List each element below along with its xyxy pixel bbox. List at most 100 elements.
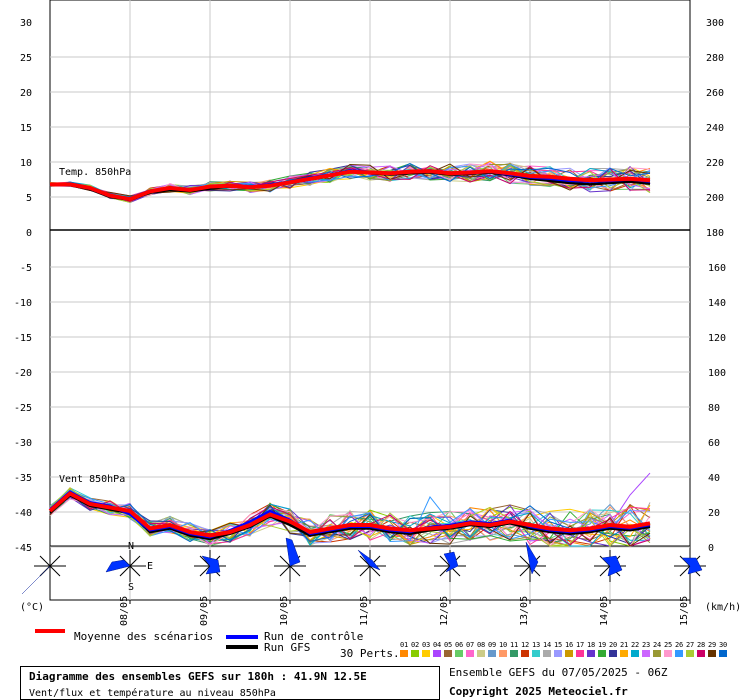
- legend-control-label: Run de contrôle: [264, 630, 364, 643]
- wind-rose: [21, 550, 66, 595]
- wind-right-tick: 20: [708, 508, 720, 519]
- legend-pert-swatch: [719, 650, 727, 657]
- wind-rose-petal: [285, 537, 301, 567]
- legend-perts-label: 30 Perts.: [340, 647, 400, 660]
- legend-pert-number: 06: [455, 641, 464, 649]
- run-info: Ensemble GEFS du 07/05/2025 - 06Z: [449, 666, 668, 679]
- legend-pert-swatch: [631, 650, 639, 657]
- temp-panel-label: Temp. 850hPa: [59, 167, 131, 178]
- temp-left-tick: 0: [26, 228, 32, 239]
- wind-left-tick: -45: [14, 543, 32, 554]
- wind-rose: [514, 541, 546, 582]
- legend-pert-number: 21: [620, 641, 629, 649]
- legend-pert-number: 27: [686, 641, 695, 649]
- temp-series-mean: [50, 169, 651, 202]
- temp-right-tick: 240: [706, 123, 724, 134]
- legend-pert-swatch: [477, 650, 485, 657]
- legend-pert-number: 13: [532, 641, 541, 649]
- wind-rose: [594, 550, 626, 582]
- legend-mean-swatch: [35, 629, 65, 633]
- wind-right-tick: 80: [708, 403, 720, 414]
- legend-pert-number: 09: [488, 641, 497, 649]
- legend-pert-number: 04: [433, 641, 442, 649]
- legend-pert-swatch: [642, 650, 650, 657]
- wind-rose: [674, 550, 706, 582]
- legend-pert-swatch: [686, 650, 694, 657]
- legend-pert-number: 26: [675, 641, 684, 649]
- temp-right-tick: 200: [706, 193, 724, 204]
- perturbation-lines: [49, 160, 651, 547]
- wind-right-tick: 40: [708, 473, 720, 484]
- legend-pert-swatch: [587, 650, 595, 657]
- legend-pert-number: 18: [587, 641, 596, 649]
- legend-pert-swatch: [576, 650, 584, 657]
- legend-pert-number: 08: [477, 641, 486, 649]
- legend-pert-swatch: [664, 650, 672, 657]
- legend-pert-number: 30: [719, 641, 728, 649]
- temp-right-tick: 300: [706, 18, 724, 29]
- legend-mean-label: Moyenne des scénarios: [74, 630, 214, 643]
- wind-left-tick: -20: [14, 368, 32, 379]
- legend-pert-number: 16: [565, 641, 574, 649]
- legend-pert-swatch: [444, 650, 452, 657]
- wind-rose-petal: [105, 559, 131, 573]
- legend-pert-number: 12: [521, 641, 530, 649]
- wind-left-tick: -25: [14, 403, 32, 414]
- temp-perturbation-line: [49, 164, 651, 203]
- legend-pert-swatch: [554, 650, 562, 657]
- legend-pert-number: 28: [697, 641, 706, 649]
- wind-rose: [194, 550, 226, 582]
- legend-pert-swatch: [400, 650, 408, 657]
- legend-pert-swatch: [653, 650, 661, 657]
- wind-rose-petal: [357, 549, 381, 571]
- legend-pert-swatch: [609, 650, 617, 657]
- wind-rose-petal: [525, 541, 539, 575]
- wind-rose-petal: [21, 565, 51, 595]
- legend-gfs-label: Run GFS: [264, 641, 311, 654]
- legend-pert-number: 29: [708, 641, 717, 649]
- chart-title: Diagramme des ensembles GEFS sur 180h : …: [29, 670, 367, 683]
- chart-grid: [49, 0, 691, 604]
- legend-pert-number: 14: [543, 641, 552, 649]
- wind-left-tick: -30: [14, 438, 32, 449]
- wind-right-tick: 60: [708, 438, 720, 449]
- wind-rose: [434, 550, 466, 582]
- date-label: 13/05: [519, 596, 530, 626]
- legend-pert-swatch: [466, 650, 474, 657]
- temp-right-tick: 180: [706, 228, 724, 239]
- legend-pert-number: 07: [466, 641, 475, 649]
- legend-pert-swatch: [433, 650, 441, 657]
- legend-pert-number: 19: [598, 641, 607, 649]
- rose-north-label: N: [128, 541, 134, 552]
- legend-pert-swatch: [708, 650, 716, 657]
- wind-rose-petal: [443, 551, 459, 573]
- wind-series-mean: [48, 491, 651, 538]
- wind-right-tick: 120: [708, 333, 726, 344]
- date-label: 15/05: [679, 596, 690, 626]
- legend-pert-swatch: [697, 650, 705, 657]
- legend-pert-number: 22: [631, 641, 640, 649]
- wind-right-tick: 140: [708, 298, 726, 309]
- info-box: Diagramme des ensembles GEFS sur 180h : …: [20, 666, 440, 700]
- legend-pert-swatch: [543, 650, 551, 657]
- wind-left-tick: -10: [14, 298, 32, 309]
- legend-pert-number: 24: [653, 641, 662, 649]
- wind-series-gfs: [49, 493, 651, 541]
- wind-left-tick: -40: [14, 508, 32, 519]
- wind-left-tick: -35: [14, 473, 32, 484]
- wind-rose-petal: [201, 555, 221, 575]
- left-unit-label: (°C): [20, 602, 44, 613]
- legend-pert-swatch: [598, 650, 606, 657]
- temp-right-tick: 260: [706, 88, 724, 99]
- temp-left-tick: 5: [26, 193, 32, 204]
- legend-pert-swatch: [675, 650, 683, 657]
- date-label: 12/05: [439, 596, 450, 626]
- wind-right-tick: 160: [708, 263, 726, 274]
- wind-left-tick: -5: [20, 263, 32, 274]
- copyright: Copyright 2025 Meteociel.fr: [449, 685, 628, 698]
- legend-pert-swatch: [510, 650, 518, 657]
- wind-rose: [354, 549, 386, 582]
- date-label: 11/05: [359, 596, 370, 626]
- legend-pert-swatch: [488, 650, 496, 657]
- temp-left-tick: 20: [20, 88, 32, 99]
